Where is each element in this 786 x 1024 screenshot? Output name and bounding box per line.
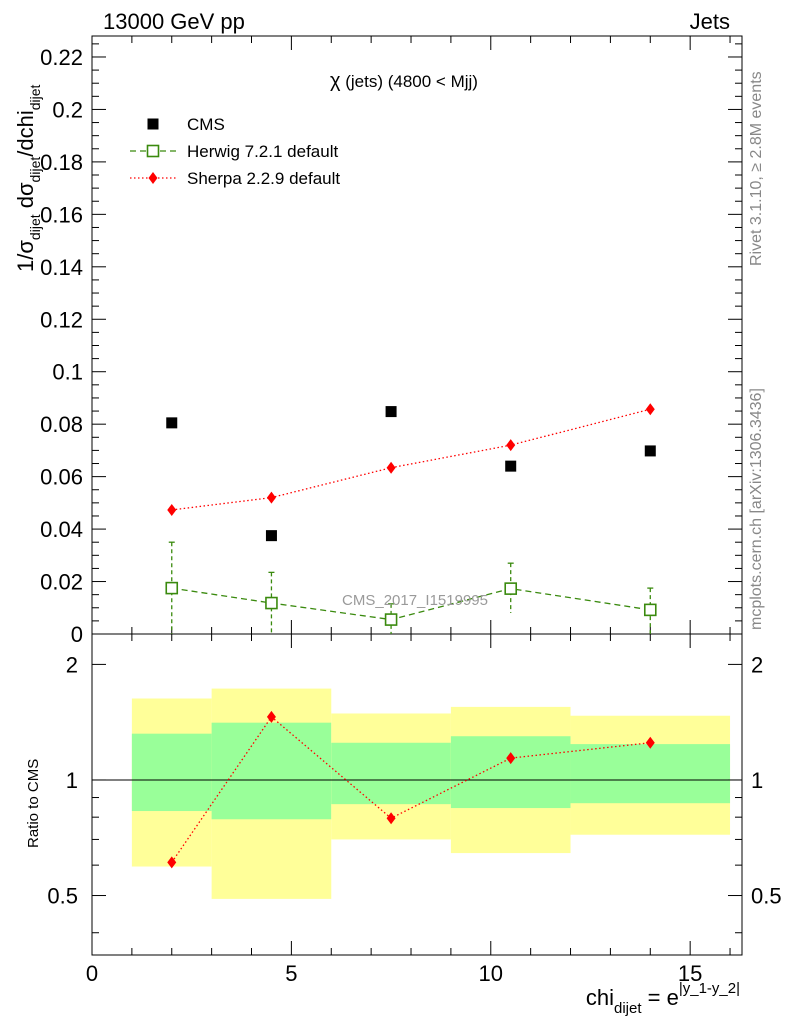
ylabel-sub-a: dijet (27, 214, 43, 240)
top-y-tick-label: 0.1 (52, 360, 83, 385)
cms-marker (505, 460, 517, 472)
ratio-plot-data (167, 710, 655, 869)
legend-sherpa-marker (148, 172, 158, 184)
cms-marker (644, 445, 656, 457)
header-left-title: 13000 GeV pp (103, 9, 245, 34)
x-tick-label: 15 (678, 961, 702, 986)
ylabel-part-c: /dchi (13, 110, 38, 156)
ratio-uncertainty-bands (131, 688, 731, 899)
top-y-tick-label: 0.06 (40, 465, 83, 490)
herwig-marker (384, 613, 398, 626)
top-y-tick-label: 0.14 (40, 255, 83, 280)
top-y-tick-label: 0.02 (40, 570, 83, 595)
cms-marker (166, 417, 178, 429)
sherpa-marker (506, 439, 516, 452)
ratio-y-tick-label-left: 2 (66, 652, 78, 677)
top-y-tick-label: 0.04 (40, 517, 83, 542)
herwig-marker (504, 582, 518, 595)
ratio-band-green (331, 742, 451, 805)
top-y-tick-label: 0.16 (40, 202, 83, 227)
sherpa-marker (645, 403, 655, 416)
cms-marker (265, 530, 277, 542)
mcplots-label: mcplots.cern.ch [arXiv:1306.3436] (748, 388, 765, 630)
top-y-tick-label: 0.2 (52, 97, 83, 122)
ratio-y-tick-label-left: 0.5 (47, 884, 78, 909)
ratio-band-green (131, 733, 212, 812)
top-y-tick-label: 0 (71, 622, 83, 647)
ratio-y-tick-label-left: 1 (66, 768, 78, 793)
rivet-version-label: Rivet 3.1.10, ≥ 2.8M events (748, 71, 765, 266)
x-tick-label: 0 (86, 961, 98, 986)
sherpa-line (171, 408, 651, 511)
ylabel-sub-b: dijet (27, 157, 43, 183)
xlabel-base: chi (586, 985, 614, 1010)
ratio-sherpa-marker (266, 710, 276, 723)
herwig-marker (165, 581, 179, 595)
xlabel-eq: = e (642, 985, 679, 1010)
ratio-band-green (211, 722, 332, 820)
plot-annotation: χ (jets) (4800 < Mjj) (330, 70, 478, 92)
sherpa-marker (266, 491, 276, 504)
x-axis-label: chidijet = e|y_1-y_2| (586, 980, 740, 1017)
sherpa-marker (167, 503, 177, 516)
legend-label: CMS (187, 115, 225, 134)
herwig-marker (643, 603, 657, 617)
top-y-tick-label: 0.12 (40, 307, 83, 332)
ylabel-part-a: 1/σ (13, 240, 38, 272)
legend-label: Sherpa 2.2.9 default (187, 169, 340, 188)
legend: CMS Herwig 7.2.1 default Sherpa 2.2.9 defa… (130, 115, 340, 188)
ratio-y-axis-label: Ratio to CMS (25, 759, 42, 848)
ylabel-sub-c: dijet (27, 84, 43, 110)
ratio-sherpa-marker (645, 736, 655, 749)
ylabel-part-b: dσ (13, 182, 38, 214)
ratio-y-tick-label-right: 2 (751, 652, 763, 677)
ratio-sherpa-marker (506, 752, 516, 765)
ratio-sherpa-marker (167, 856, 177, 869)
x-tick-label: 5 (285, 961, 297, 986)
ratio-y-tick-label-right: 0.5 (751, 884, 782, 909)
x-tick-label: 10 (479, 961, 503, 986)
ratio-plot-frame: 0 5 10 15 0.5 0.5 1 1 2 2 (47, 633, 782, 986)
header-right-title: Jets (690, 9, 730, 34)
top-plot-data (165, 403, 657, 634)
top-plot-frame: 0 0.02 0.04 0.06 0.08 0.1 0.12 0.14 0.16 0.18 0.2 0… (40, 35, 743, 955)
herwig-marker (265, 596, 278, 610)
legend-label: Herwig 7.2.1 default (187, 142, 338, 161)
chi-symbol: χ (330, 70, 341, 92)
ratio-sherpa-marker (386, 812, 396, 825)
ratio-band-green (450, 736, 571, 809)
legend-herwig-marker (146, 144, 160, 158)
ratio-plot-border (91, 633, 743, 956)
legend-cms-marker (147, 118, 159, 130)
top-y-tick-label: 0.18 (40, 150, 83, 175)
top-y-axis-label: 1/σdijet dσdijet/dchidijet (13, 84, 43, 272)
analysis-watermark: CMS_2017_I1519995 (342, 592, 488, 609)
cms-marker (385, 406, 397, 418)
top-y-tick-label: 0.08 (40, 412, 83, 437)
ratio-y-tick-label-right: 1 (751, 768, 763, 793)
plot-labels: 13000 GeV pp Jets Rivet 3.1.10, ≥ 2.8M e… (13, 9, 765, 1017)
top-y-tick-label: 0.22 (40, 45, 83, 70)
xlabel-sub: dijet (614, 1000, 642, 1017)
annotation-text: (jets) (4800 < Mjj) (341, 72, 478, 91)
xlabel-sup: |y_1-y_2| (679, 980, 740, 997)
ratio-band-green (570, 744, 731, 804)
sherpa-marker (386, 461, 396, 474)
